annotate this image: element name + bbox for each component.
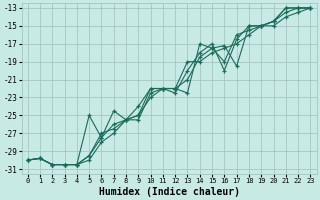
X-axis label: Humidex (Indice chaleur): Humidex (Indice chaleur) <box>99 186 240 197</box>
